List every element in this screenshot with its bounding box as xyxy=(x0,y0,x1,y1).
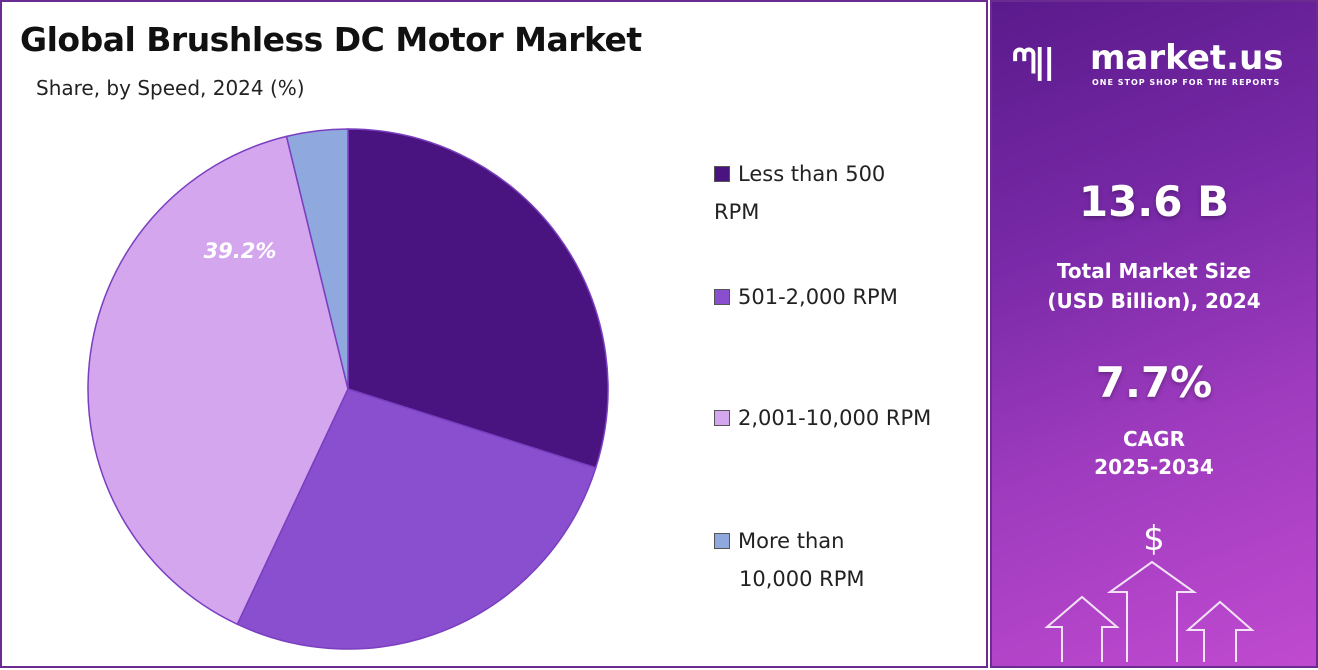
pie-slice-0 xyxy=(347,128,609,469)
market-size-label: (USD Billion), 2024 xyxy=(1047,289,1261,313)
legend-item-2: 2,001-10,000 RPM xyxy=(714,399,931,437)
chart-subtitle: Share, by Speed, 2024 (%) xyxy=(36,76,305,100)
legend-item-1: 501-2,000 RPM xyxy=(714,278,898,316)
legend-label: More than xyxy=(738,529,845,553)
legend-label: 10,000 RPM xyxy=(739,567,865,591)
legend-label: Less than 500 xyxy=(738,162,886,186)
pie-slice-1 xyxy=(236,388,597,650)
logo-icon: ᘉ|| xyxy=(1012,42,1055,82)
legend-swatch xyxy=(714,166,730,182)
legend-label: 501-2,000 RPM xyxy=(738,285,898,309)
market-us-logo: ᘉ|| market.us ONE STOP SHOP FOR THE REPO… xyxy=(1012,38,1302,90)
logo-tagline: ONE STOP SHOP FOR THE REPORTS xyxy=(1092,78,1281,87)
legend-item-0: Less than 500 RPM xyxy=(714,155,885,231)
growth-arrows-icon xyxy=(1044,560,1255,662)
market-size-value: 13.6 B xyxy=(1078,177,1230,226)
legend-swatch xyxy=(714,533,730,549)
dollar-icon: $ xyxy=(1143,519,1165,559)
logo-name: market.us xyxy=(1090,38,1284,78)
chart-panel: Global Brushless DC Motor Market Share, … xyxy=(0,0,988,668)
cagr-label: 2025-2034 xyxy=(1094,455,1214,479)
legend-swatch xyxy=(714,289,730,305)
market-size-label: Total Market Size xyxy=(1056,259,1252,283)
data-label-2: 39.2% xyxy=(204,239,277,263)
legend-label: 2,001-10,000 RPM xyxy=(738,406,932,430)
legend-item-3: More than 10,000 RPM xyxy=(714,522,865,598)
chart-title: Global Brushless DC Motor Market xyxy=(20,20,642,59)
pie-slice-2 xyxy=(87,135,349,626)
cagr-value: 7.7% xyxy=(1095,358,1213,407)
summary-panel: ᘉ|| market.us ONE STOP SHOP FOR THE REPO… xyxy=(990,0,1318,668)
cagr-label: CAGR xyxy=(1123,427,1185,451)
legend-swatch xyxy=(714,410,730,426)
pie-slice-3 xyxy=(285,128,349,390)
legend-label: RPM xyxy=(714,200,760,224)
pie-chart: 39.2% xyxy=(87,128,609,650)
